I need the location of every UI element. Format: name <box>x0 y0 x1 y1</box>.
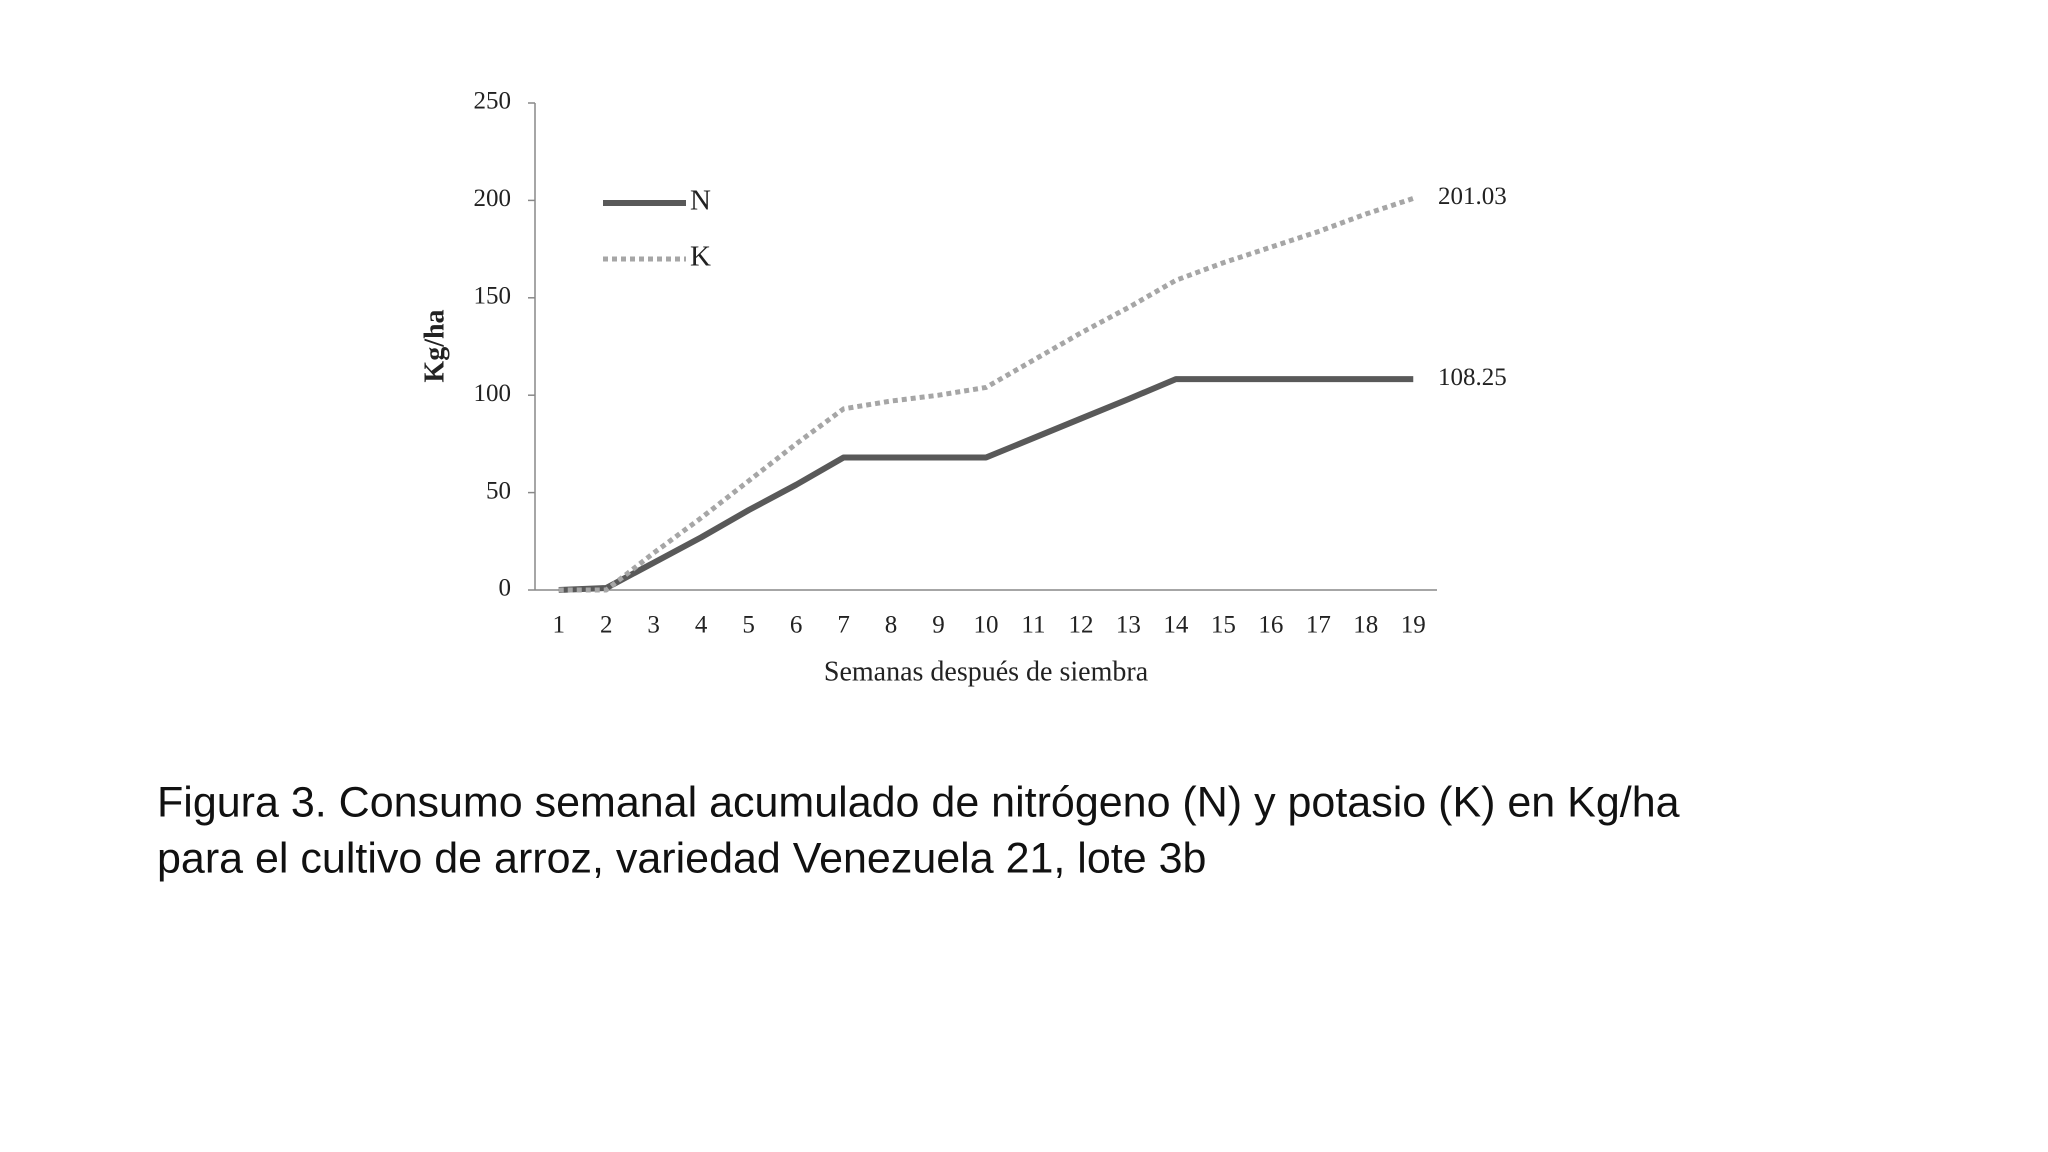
x-tick-label: 8 <box>885 612 898 639</box>
x-tick-label: 17 <box>1306 612 1331 639</box>
y-tick-label: 150 <box>474 283 512 310</box>
x-tick-label: 14 <box>1163 612 1189 639</box>
y-tick-label: 100 <box>474 380 512 407</box>
x-tick-label: 5 <box>742 612 755 639</box>
caption-line: Figura 3. Consumo semanal acumulado de n… <box>157 778 1680 826</box>
x-tick-label: 1 <box>552 612 565 639</box>
x-tick-label: 10 <box>974 612 999 639</box>
x-tick-label: 13 <box>1116 612 1141 639</box>
x-tick-label: 15 <box>1211 612 1236 639</box>
x-tick-label: 2 <box>600 612 613 639</box>
y-tick-label: 0 <box>499 575 512 602</box>
x-tick-label: 3 <box>647 612 660 639</box>
x-tick-label: 6 <box>790 612 803 639</box>
x-tick-label: 16 <box>1258 612 1283 639</box>
caption-line: para el cultivo de arroz, variedad Venez… <box>157 834 1206 882</box>
data-label: 201.03 <box>1438 183 1507 210</box>
series-line <box>558 196 1415 593</box>
y-tick-label: 200 <box>474 185 512 212</box>
legend-label: K <box>690 241 711 273</box>
data-label: 108.25 <box>1438 364 1507 391</box>
x-tick-label: 19 <box>1401 612 1426 639</box>
x-tick-label: 12 <box>1068 612 1093 639</box>
y-axis-title: Kg/ha <box>419 309 450 382</box>
x-tick-label: 4 <box>695 612 708 639</box>
legend-label: N <box>690 185 711 217</box>
x-tick-label: 9 <box>932 612 945 639</box>
y-tick-label: 50 <box>486 477 511 504</box>
x-tick-label: 7 <box>837 612 850 639</box>
series-line <box>558 376 1414 593</box>
x-axis-title: Semanas después de siembra <box>824 656 1149 687</box>
x-tick-label: 18 <box>1353 612 1378 639</box>
y-tick-label: 250 <box>474 88 512 115</box>
x-tick-label: 11 <box>1021 612 1045 639</box>
